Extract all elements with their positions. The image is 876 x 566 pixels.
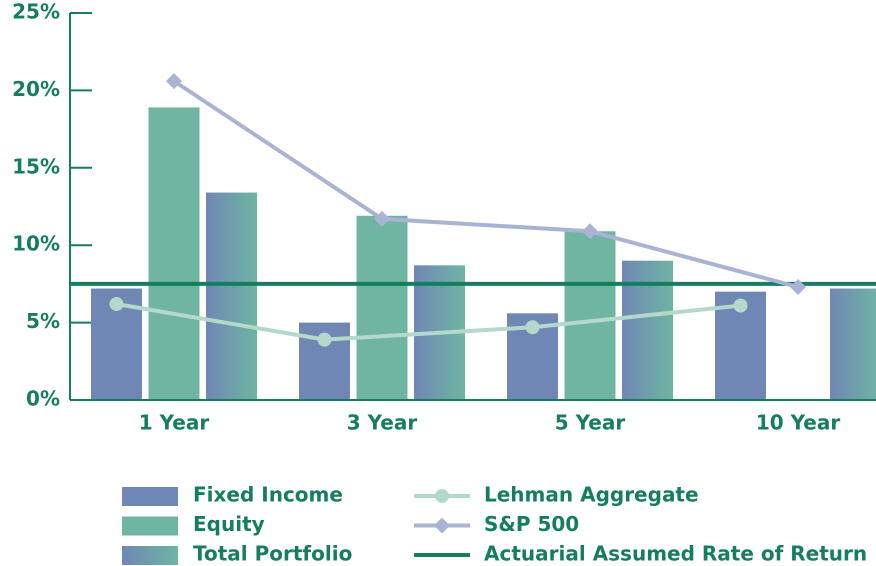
x-tick-label: 3 Year (347, 411, 418, 435)
legend-marker (435, 489, 449, 503)
bar (206, 192, 257, 400)
legend-swatch (122, 487, 178, 506)
y-tick-label: 10% (12, 232, 60, 256)
y-tick-label: 25% (12, 0, 60, 24)
bar (622, 260, 673, 400)
y-tick-label: 5% (26, 309, 60, 333)
line-marker (790, 278, 806, 295)
line-marker (166, 73, 182, 90)
legend-label: Equity (193, 512, 265, 536)
legend-label: Lehman Aggregate (484, 483, 699, 507)
x-tick-label: 1 Year (139, 411, 210, 435)
y-tick-label: 0% (26, 387, 60, 411)
bar (830, 288, 876, 400)
x-tick-label: 5 Year (555, 411, 626, 435)
legend-swatch (122, 516, 178, 536)
line-marker (374, 210, 390, 227)
line-marker (733, 298, 748, 313)
line (116, 302, 741, 342)
legend-marker (434, 517, 450, 534)
y-tick-label: 15% (12, 154, 60, 178)
y-tick-label: 20% (12, 77, 60, 101)
line-marker (109, 297, 124, 312)
legend-label: Total Portfolio (193, 542, 352, 566)
line-marker (525, 320, 540, 335)
legend-swatch (122, 546, 178, 565)
line-marker (317, 332, 332, 347)
legend-label: S&P 500 (484, 512, 579, 536)
legend-label: Actuarial Assumed Rate of Return (484, 542, 867, 566)
bar (564, 231, 616, 400)
bar (356, 215, 408, 400)
x-tick-label: 10 Year (756, 411, 841, 435)
line-marker (582, 223, 598, 240)
line (172, 79, 799, 289)
bar (148, 107, 200, 400)
legend-label: Fixed Income (193, 483, 343, 507)
